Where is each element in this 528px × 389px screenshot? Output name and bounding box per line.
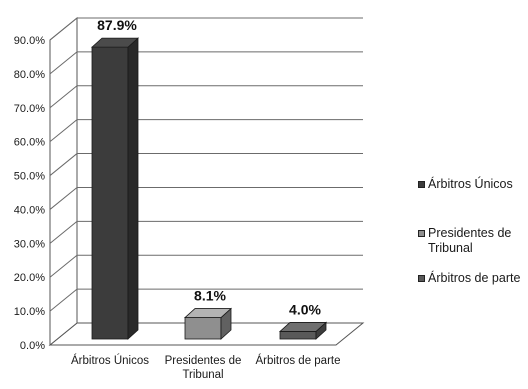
bar-top-arbitros-unicos (90, 37, 140, 48)
legend-label-presidentes-de-tribunal: Presidentes de Tribunal (428, 226, 512, 255)
data-label-presidentes-de-tribunal: 8.1% (194, 288, 226, 304)
y-tick-label: 60.0% (14, 137, 45, 149)
gridline (49, 186, 363, 210)
gridline (49, 85, 363, 109)
y-tick-label: 40.0% (14, 204, 45, 216)
bar-side-arbitros-unicos (127, 37, 139, 340)
data-label-arbitros-de-parte: 4.0% (289, 301, 321, 317)
y-tick-label: 70.0% (14, 103, 45, 115)
data-label-arbitros-unicos: 87.9% (97, 17, 137, 33)
legend-item-arbitros-unicos: Árbitros Únicos (418, 177, 513, 192)
legend-item-arbitros-de-parte: Árbitros de parte (418, 271, 520, 286)
gridline (49, 51, 363, 75)
x-tick-label: Árbitros Únicos (71, 354, 149, 367)
bar-front-arbitros-de-parte (279, 331, 317, 340)
gridline (49, 288, 363, 312)
legend-swatch-arbitros-de-parte (418, 275, 425, 282)
bar-top-presidentes-de-tribunal (183, 308, 233, 318)
chart-side-wall (49, 16, 78, 347)
gridline (49, 119, 363, 143)
legend-label-arbitros-de-parte: Árbitros de parte (428, 271, 521, 285)
gridline (49, 254, 363, 278)
y-tick-label: 90.0% (14, 35, 45, 47)
legend-item-presidentes-de-tribunal: Presidentes de Tribunal (418, 226, 526, 256)
legend-label-arbitros-unicos: Árbitros Únicos (428, 177, 513, 191)
gridline (49, 220, 363, 244)
bar-top-arbitros-de-parte (278, 322, 328, 332)
x-tick-label: Árbitros de parte (255, 354, 340, 367)
gridline (49, 153, 363, 176)
legend-swatch-presidentes-de-tribunal (418, 230, 425, 237)
y-tick-label: 80.0% (14, 69, 45, 81)
legend-swatch-arbitros-unicos (418, 181, 425, 188)
y-tick-label: 0.0% (20, 340, 45, 352)
bar-front-presidentes-de-tribunal (184, 317, 222, 340)
y-tick-label: 50.0% (14, 171, 45, 183)
bar-front-arbitros-unicos (91, 46, 129, 340)
y-tick-label: 30.0% (14, 238, 45, 250)
x-tick-label: Presidentes de Tribunal (165, 355, 242, 381)
gridline (49, 17, 363, 41)
y-tick-label: 10.0% (14, 306, 45, 318)
y-tick-label: 20.0% (14, 272, 45, 284)
